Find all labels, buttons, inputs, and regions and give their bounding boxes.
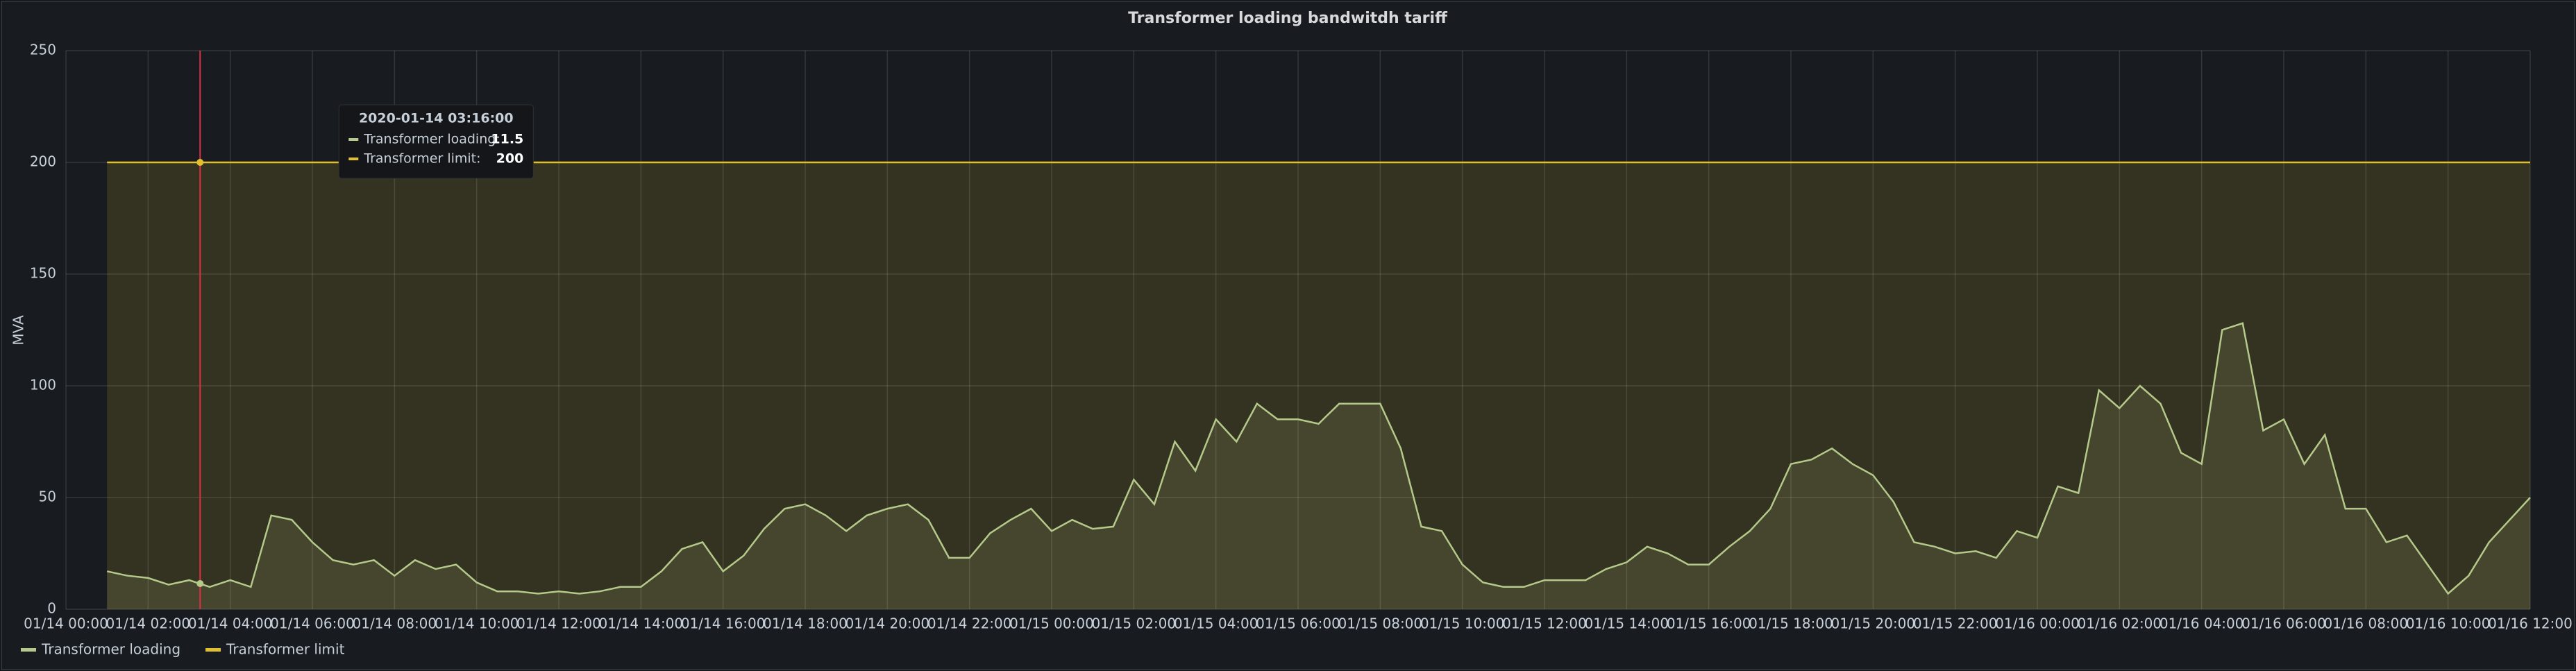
x-tick-label: 01/15 14:00 bbox=[1585, 615, 1669, 632]
panel-title: Transformer loading bandwitdh tariff bbox=[1128, 10, 1448, 27]
x-tick-label: 01/16 08:00 bbox=[2324, 615, 2409, 632]
x-tick-label: 01/15 02:00 bbox=[1092, 615, 1177, 632]
x-tick-label: 01/15 18:00 bbox=[1749, 615, 1833, 632]
x-tick-label: 01/14 10:00 bbox=[435, 615, 519, 632]
tooltip-value: 11.5 bbox=[491, 132, 523, 147]
x-tick-label: 01/14 18:00 bbox=[763, 615, 848, 632]
legend-swatch bbox=[205, 648, 221, 652]
x-tick-label: 01/14 12:00 bbox=[516, 615, 601, 632]
y-tick-label: 200 bbox=[30, 153, 56, 170]
x-tick-label: 01/15 04:00 bbox=[1174, 615, 1258, 632]
x-tick-label: 01/16 00:00 bbox=[1995, 615, 2080, 632]
legend-swatch bbox=[21, 648, 36, 652]
series-area bbox=[107, 162, 2531, 609]
x-tick-label: 01/15 06:00 bbox=[1256, 615, 1340, 632]
x-tick-label: 01/15 16:00 bbox=[1667, 615, 1751, 632]
hover-point bbox=[196, 579, 204, 587]
x-tick-label: 01/14 02:00 bbox=[106, 615, 191, 632]
x-tick-label: 01/16 04:00 bbox=[2160, 615, 2244, 632]
x-tick-label: 01/16 02:00 bbox=[2078, 615, 2162, 632]
x-tick-label: 01/14 22:00 bbox=[927, 615, 1012, 632]
x-tick-label: 01/15 10:00 bbox=[1420, 615, 1505, 632]
series-line bbox=[106, 322, 2531, 595]
series-area bbox=[107, 323, 2531, 609]
x-tick-label: 01/15 12:00 bbox=[1502, 615, 1587, 632]
y-axis-label: MVA bbox=[10, 315, 27, 346]
x-tick-label: 01/14 20:00 bbox=[845, 615, 930, 632]
legend-label: Transformer loading bbox=[41, 641, 180, 658]
y-tick-label: 150 bbox=[30, 265, 56, 282]
x-tick-label: 01/16 10:00 bbox=[2406, 615, 2491, 632]
x-tick-label: 01/16 06:00 bbox=[2241, 615, 2326, 632]
x-tick-label: 01/15 20:00 bbox=[1831, 615, 1916, 632]
x-tick-label: 01/15 22:00 bbox=[1913, 615, 1998, 632]
tooltip-time: 2020-01-14 03:16:00 bbox=[359, 111, 514, 126]
tooltip: 2020-01-14 03:16:00 Transformer loading:1… bbox=[338, 104, 534, 179]
x-tick-label: 01/14 00:00 bbox=[24, 615, 108, 632]
legend-label: Transformer limit bbox=[226, 641, 345, 658]
x-tick-label: 01/14 04:00 bbox=[188, 615, 273, 632]
x-tick-label: 01/14 14:00 bbox=[599, 615, 684, 632]
y-tick-label: 100 bbox=[30, 377, 56, 393]
x-tick-label: 01/14 06:00 bbox=[270, 615, 355, 632]
x-tick-label: 01/15 00:00 bbox=[1009, 615, 1094, 632]
tooltip-box bbox=[338, 104, 534, 179]
y-tick-label: 250 bbox=[30, 42, 56, 58]
y-tick-label: 50 bbox=[39, 489, 56, 505]
x-tick-label: 01/15 08:00 bbox=[1338, 615, 1423, 632]
x-tick-label: 01/14 08:00 bbox=[353, 615, 437, 632]
y-tick-label: 0 bbox=[47, 600, 56, 617]
tooltip-label: Transformer loading: bbox=[363, 132, 500, 147]
tooltip-label: Transformer limit: bbox=[363, 151, 480, 167]
tooltip-value: 200 bbox=[496, 151, 524, 167]
x-tick-label: 01/14 16:00 bbox=[681, 615, 766, 632]
x-tick-label: 01/16 12:00 bbox=[2488, 615, 2573, 632]
hover-point bbox=[196, 159, 204, 166]
